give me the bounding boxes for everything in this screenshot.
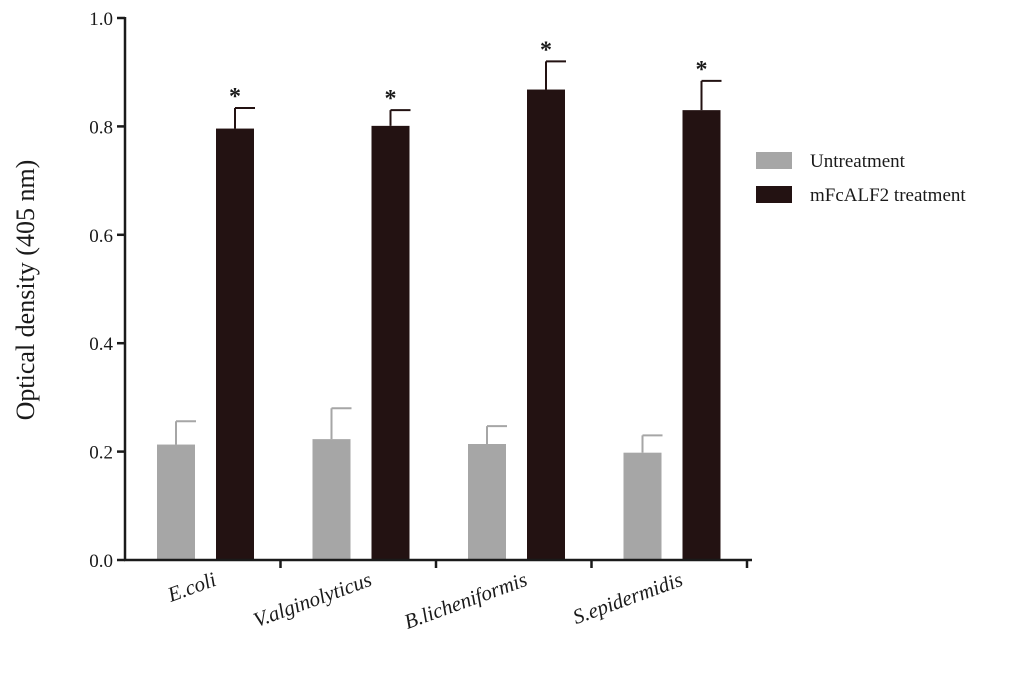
bar [468, 444, 506, 560]
significance-marker: * [540, 37, 552, 63]
bar [216, 128, 254, 560]
bar [157, 444, 195, 560]
y-tick-label: 0.2 [89, 443, 113, 464]
y-tick-label: 0.6 [89, 226, 113, 247]
x-tick-label: B.licheniformis [401, 567, 530, 634]
bar [371, 125, 410, 560]
legend-swatch [756, 152, 792, 169]
y-axis-label: Optical density (405 nm) [11, 160, 40, 421]
y-tick-label: 0.0 [89, 551, 113, 572]
x-tick-label: V.alginolyticus [250, 567, 375, 632]
bar [527, 89, 565, 560]
bar [623, 452, 662, 560]
x-tick-label: S.epidermidis [570, 567, 686, 629]
significance-marker: * [385, 86, 397, 112]
legend-swatch [756, 186, 792, 203]
y-tick-label: 0.4 [89, 334, 113, 355]
y-tick-label: 0.8 [89, 117, 113, 138]
bar [312, 439, 351, 560]
bar [682, 110, 721, 560]
y-tick-label: 1.0 [89, 9, 113, 30]
significance-marker: * [696, 57, 708, 83]
legend-entry: Untreatment [810, 151, 906, 172]
plot-area: * * * * 0.0 0.2 0.4 0.6 0.8 1.0 E.coli V.alginolyti… [89, 9, 752, 634]
legend-entry: mFcALF2 treatment [810, 185, 966, 206]
significance-marker: * [229, 84, 241, 110]
x-tick-label: E.coli [163, 567, 219, 607]
legend: Untreatment mFcALF2 treatment [756, 151, 966, 206]
